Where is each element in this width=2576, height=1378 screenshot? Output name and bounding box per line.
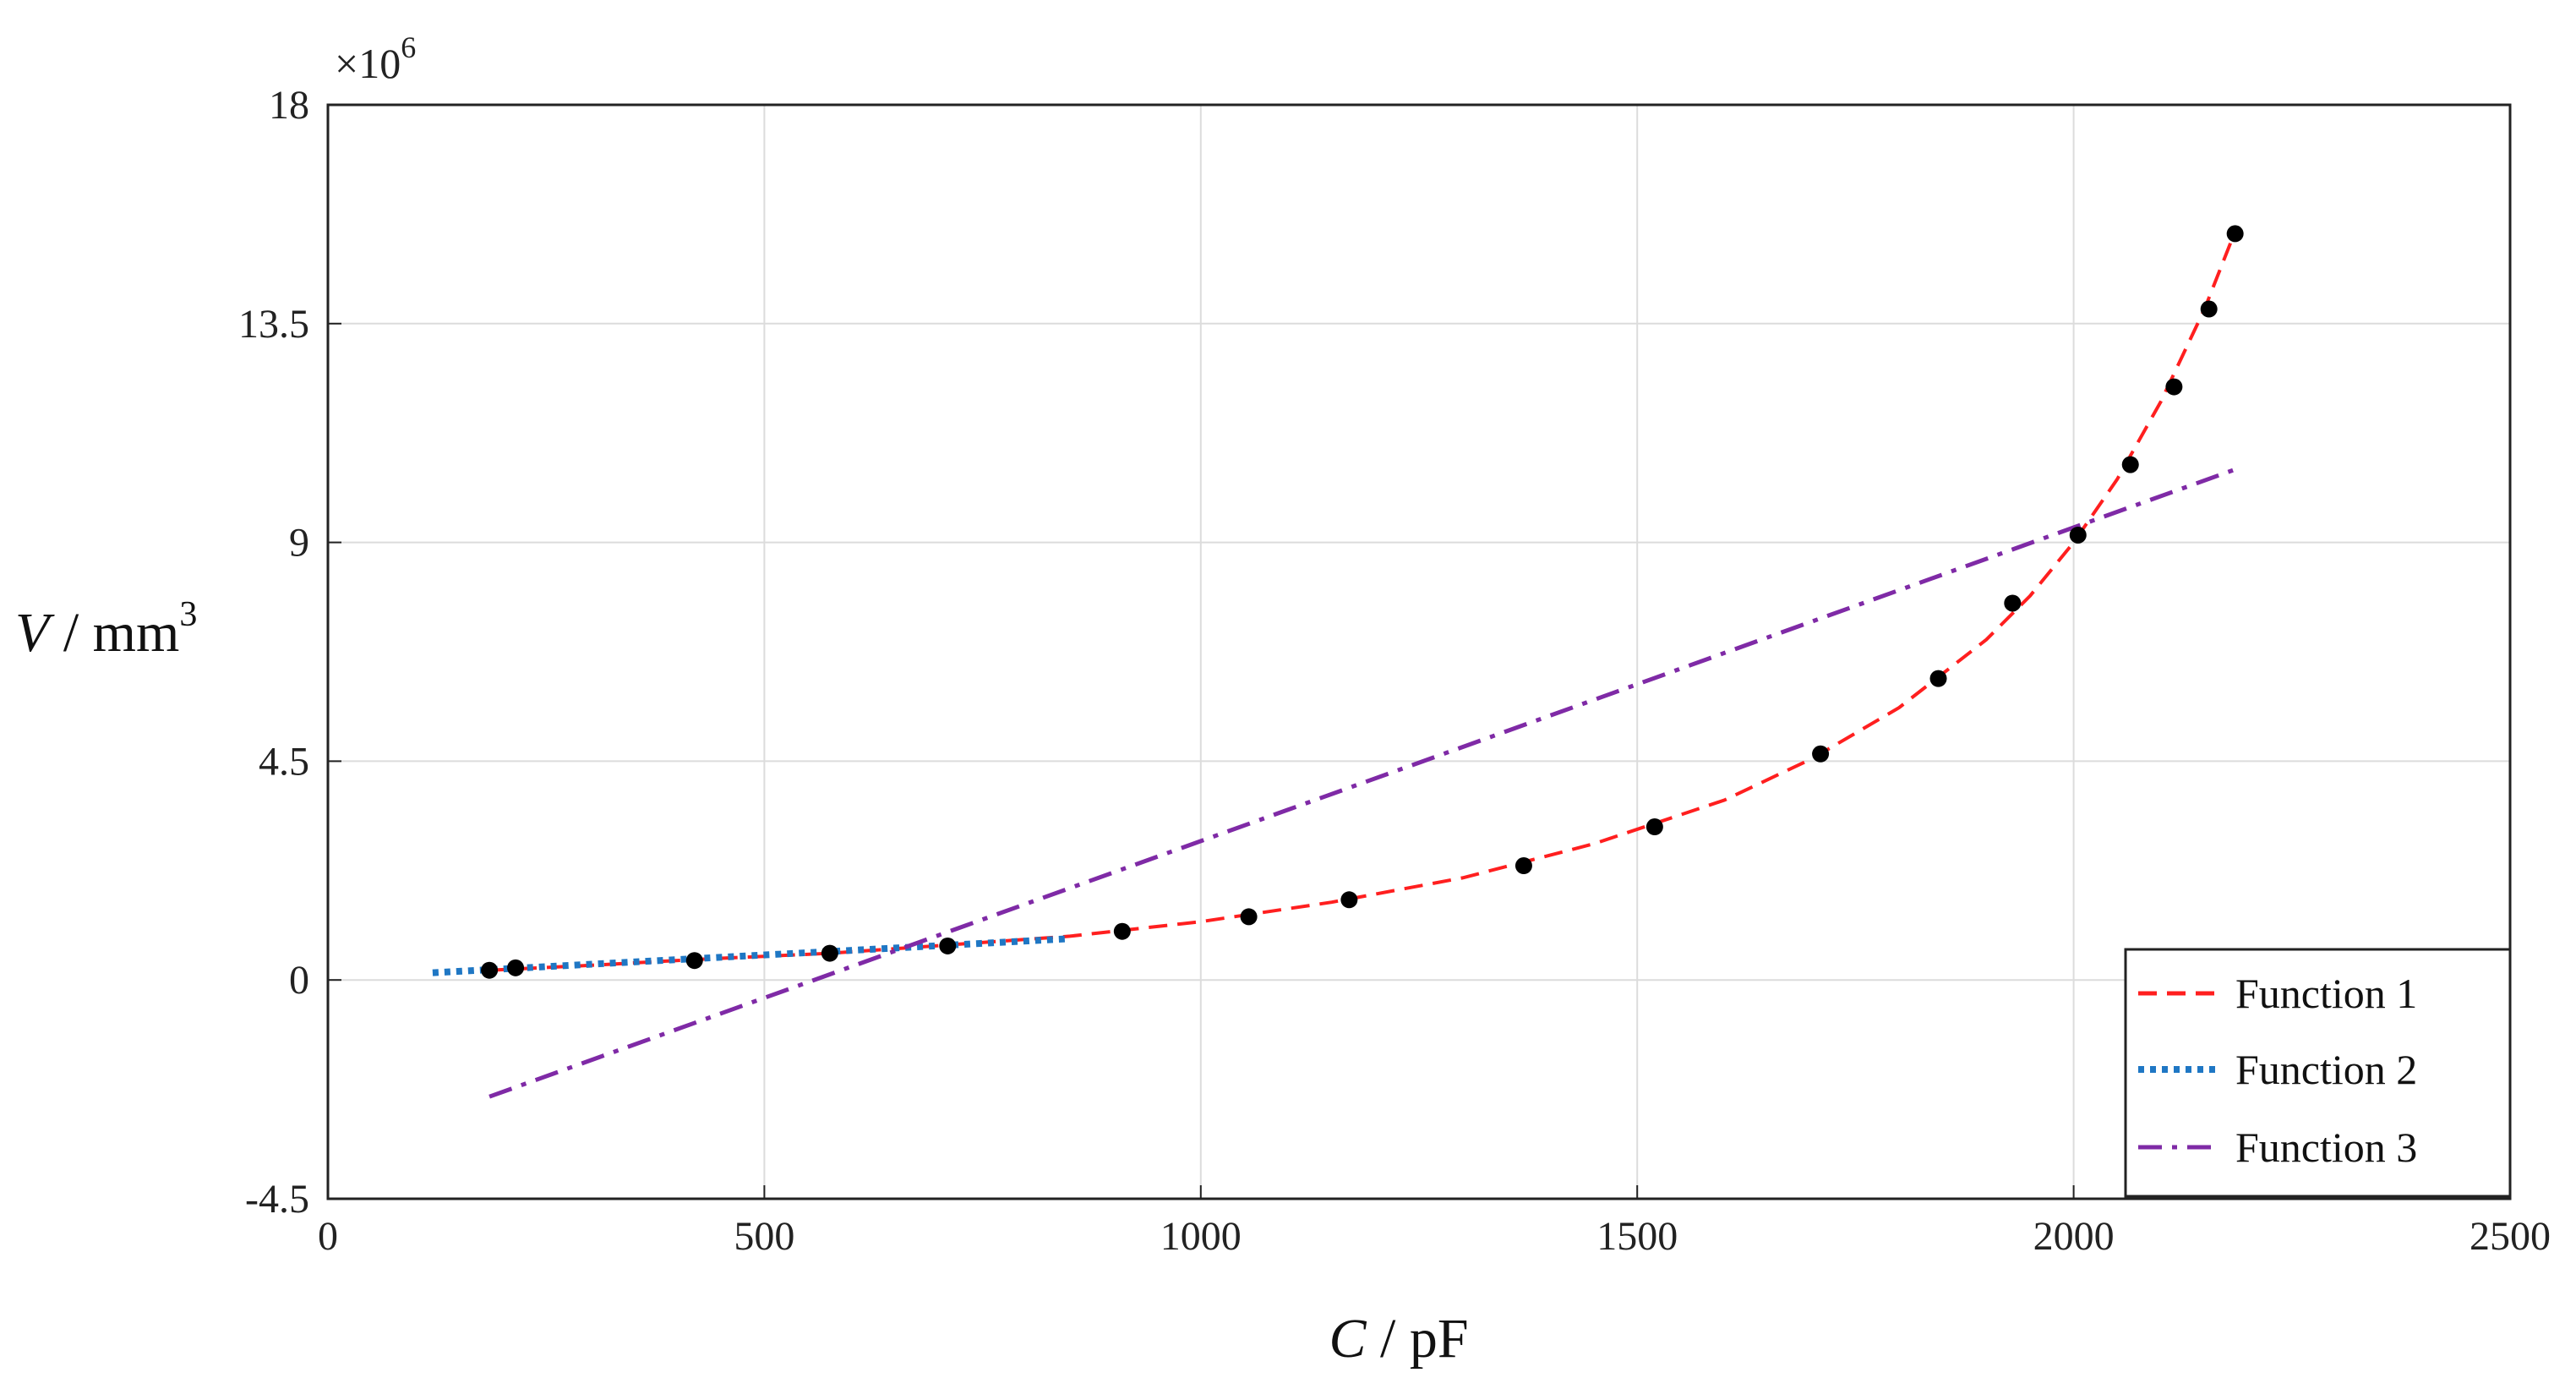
y-axis-label: V / mm3	[15, 595, 197, 664]
data-point	[1929, 670, 1947, 687]
plot-frame	[326, 103, 2512, 1200]
data-point	[481, 961, 499, 979]
series-line-3	[488, 467, 2236, 1099]
x-axis-variable: C	[1329, 1308, 1367, 1370]
data-point	[1113, 922, 1131, 940]
data-point	[2226, 225, 2244, 243]
legend-label-function-2: Function 2	[2235, 1046, 2417, 1093]
legend-label-function-1: Function 1	[2235, 970, 2417, 1017]
x-tick-label: 2500	[2470, 1214, 2551, 1259]
data-point	[1240, 908, 1258, 926]
data-point	[939, 937, 957, 954]
x-tick-label: 2000	[2033, 1214, 2115, 1259]
y-tick-label: 0	[289, 958, 309, 1003]
legend-item-function-1: Function 1	[2138, 970, 2417, 1017]
x-tick-label: 1000	[1160, 1214, 1242, 1259]
data-point	[821, 944, 838, 962]
data-point	[2069, 526, 2087, 544]
legend-item-function-2: Function 2	[2138, 1046, 2417, 1093]
data-point	[2200, 300, 2218, 318]
data-point	[2004, 594, 2022, 612]
y-axis-unit-exponent: 3	[179, 595, 197, 634]
data-point	[1514, 857, 1532, 875]
y-tick-label: 18	[269, 83, 309, 128]
data-points	[481, 225, 2244, 979]
data-point	[1812, 745, 1830, 763]
x-tick-label: 1500	[1596, 1214, 1678, 1259]
x-axis-label: C / pF	[1329, 1308, 1468, 1370]
y-multiplier-exponent: 6	[401, 30, 416, 64]
y-tick-label: -4.5	[245, 1177, 309, 1222]
data-point	[507, 959, 525, 976]
data-point	[2165, 378, 2183, 396]
data-point	[685, 952, 703, 970]
data-point	[2121, 456, 2139, 473]
x-axis-ticks: 0 500 1000 1500 2000 2500	[318, 1185, 2551, 1259]
y-tick-label: 9	[289, 521, 309, 566]
y-axis-multiplier: ×106	[335, 30, 416, 87]
y-multiplier-base: ×10	[335, 40, 401, 87]
legend-item-function-3: Function 3	[2138, 1124, 2417, 1171]
x-tick-label: 0	[318, 1214, 338, 1259]
data-point	[1340, 891, 1358, 909]
x-axis-unit: / pF	[1366, 1308, 1468, 1370]
legend-label-function-3: Function 3	[2235, 1124, 2417, 1171]
legend: Function 1 Function 2 Function 3	[2124, 948, 2512, 1198]
y-axis-ticks: -4.5 0 4.5 9 13.5 18	[238, 83, 341, 1222]
x-tick-label: 500	[734, 1214, 794, 1259]
y-tick-label: 13.5	[238, 302, 309, 347]
y-tick-label: 4.5	[259, 739, 309, 784]
data-point	[1645, 818, 1663, 836]
y-axis-variable: V	[15, 602, 55, 664]
y-axis-unit: / mm	[49, 602, 179, 664]
